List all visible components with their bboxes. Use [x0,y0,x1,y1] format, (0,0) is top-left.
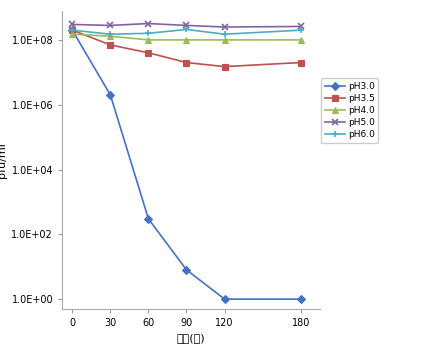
pH3.0 [146,217,151,221]
pH3.5 [298,60,303,65]
pH5.0 [108,23,113,28]
pH6.0 [70,28,75,32]
pH3.0 [70,28,75,32]
pH6.0 [222,32,227,36]
pH5.0 [222,25,227,29]
pH3.5 [70,28,75,32]
X-axis label: 시간(분): 시간(분) [177,333,205,343]
pH6.0 [298,28,303,32]
pH5.0 [70,22,75,27]
pH3.0 [108,93,113,97]
Legend: pH3.0, pH3.5, pH4.0, pH5.0, pH6.0: pH3.0, pH3.5, pH4.0, pH5.0, pH6.0 [321,78,378,143]
Y-axis label: pfu/ml: pfu/ml [0,142,7,178]
pH3.5 [222,65,227,69]
pH6.0 [184,27,189,32]
pH3.5 [184,60,189,65]
Line: pH4.0: pH4.0 [70,32,303,43]
pH4.0 [146,38,151,42]
pH4.0 [184,38,189,42]
pH4.0 [70,32,75,36]
pH3.0 [184,268,189,272]
pH3.0 [222,297,227,301]
Line: pH6.0: pH6.0 [70,27,303,37]
Line: pH5.0: pH5.0 [70,21,303,30]
pH6.0 [108,32,113,36]
pH6.0 [146,31,151,36]
Line: pH3.0: pH3.0 [70,27,303,302]
pH4.0 [108,34,113,38]
pH5.0 [146,21,151,26]
pH4.0 [298,38,303,42]
Line: pH3.5: pH3.5 [70,27,303,69]
pH3.0 [298,297,303,301]
pH5.0 [184,23,189,28]
pH3.5 [108,43,113,47]
pH4.0 [222,38,227,42]
pH3.5 [146,51,151,55]
pH5.0 [298,24,303,29]
